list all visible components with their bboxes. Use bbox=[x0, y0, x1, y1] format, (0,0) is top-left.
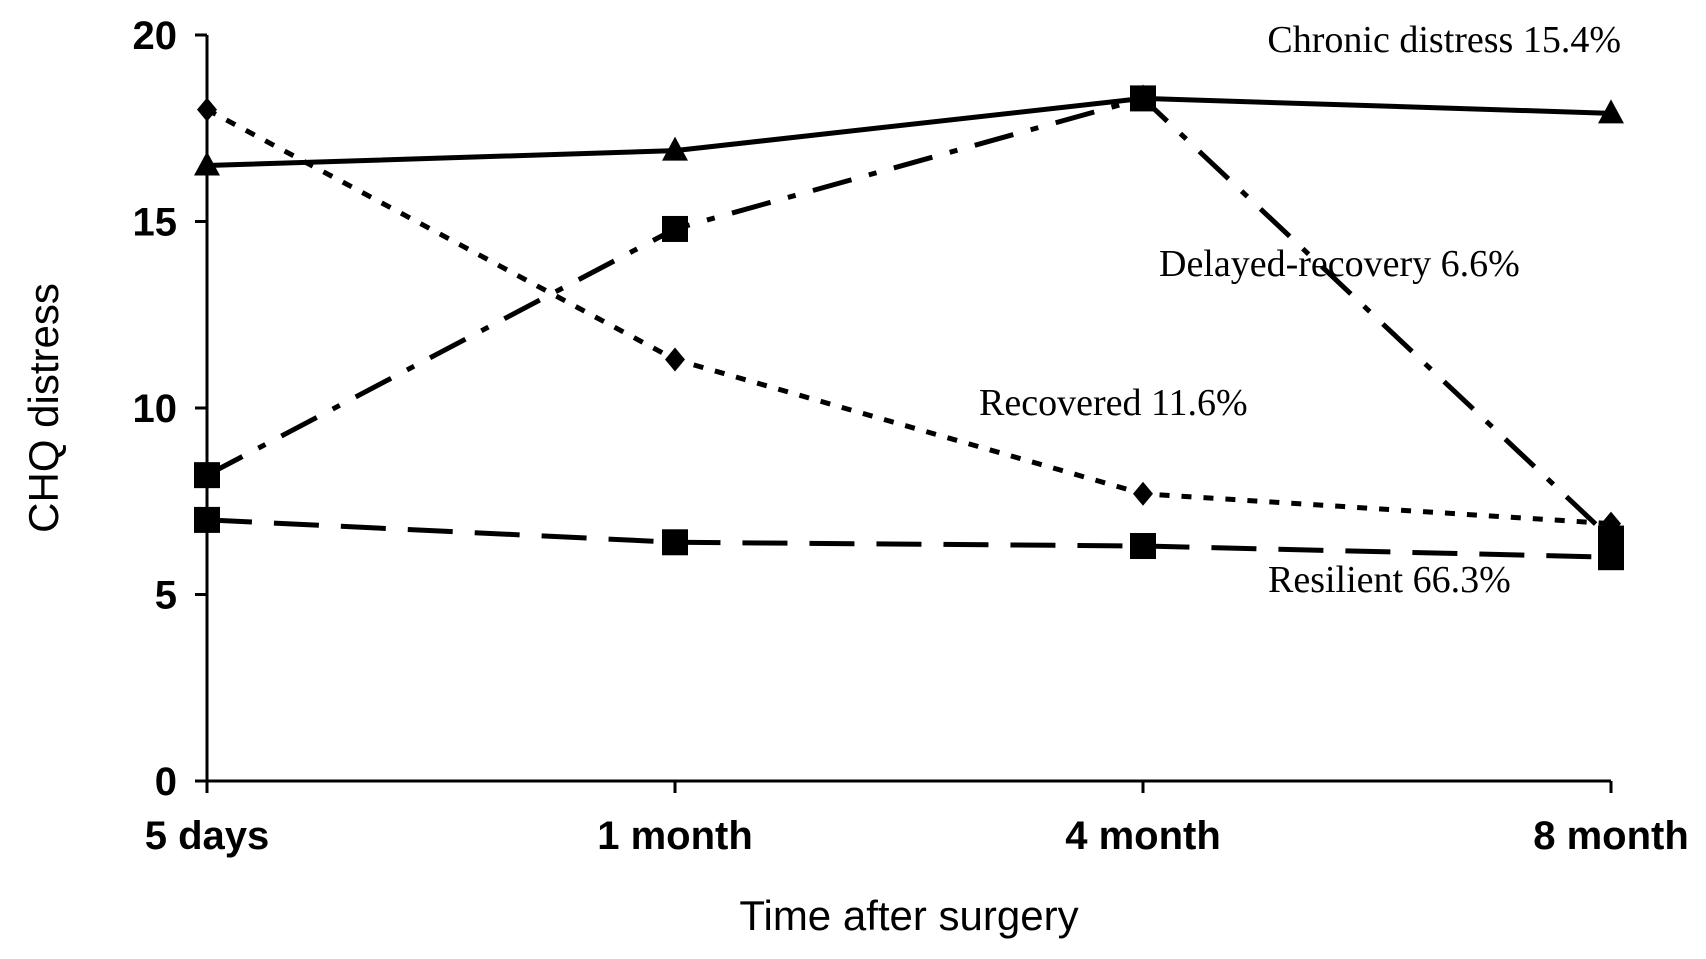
series-line bbox=[205, 107, 1612, 527]
y-tick-label: 5 bbox=[155, 574, 177, 618]
marker bbox=[1133, 481, 1153, 506]
series-line bbox=[205, 95, 1613, 541]
marker bbox=[662, 215, 688, 242]
marker bbox=[1598, 544, 1624, 571]
series-line bbox=[206, 517, 1612, 560]
series-line bbox=[206, 95, 1612, 169]
y-axis-label: CHQ distress bbox=[20, 283, 67, 533]
marker bbox=[665, 347, 685, 372]
series-label: Chronic distress 15.4% bbox=[1267, 19, 1621, 61]
x-tick-label: 4 month bbox=[1065, 814, 1221, 858]
x-tick-label: 1 month bbox=[597, 814, 753, 858]
marker bbox=[194, 462, 220, 489]
marker bbox=[194, 506, 220, 533]
marker bbox=[1601, 511, 1621, 536]
marker bbox=[1130, 533, 1156, 560]
x-axis-label: Time after surgery bbox=[739, 892, 1078, 939]
marker bbox=[662, 136, 688, 161]
marker bbox=[1130, 85, 1156, 112]
x-tick-label: 5 days bbox=[145, 814, 270, 858]
series-label: Resilient 66.3% bbox=[1268, 559, 1511, 601]
y-tick-label: 10 bbox=[133, 387, 178, 431]
marker bbox=[197, 97, 217, 122]
marker bbox=[662, 529, 688, 556]
marker bbox=[1598, 99, 1624, 124]
y-tick-label: 0 bbox=[155, 760, 177, 804]
marker bbox=[194, 151, 220, 176]
y-tick-label: 20 bbox=[133, 14, 178, 58]
series-label: Recovered 11.6% bbox=[979, 382, 1248, 424]
series-label: Delayed-recovery 6.6% bbox=[1159, 243, 1520, 285]
y-tick-label: 15 bbox=[133, 201, 178, 245]
x-tick-label: 8 month bbox=[1533, 814, 1689, 858]
